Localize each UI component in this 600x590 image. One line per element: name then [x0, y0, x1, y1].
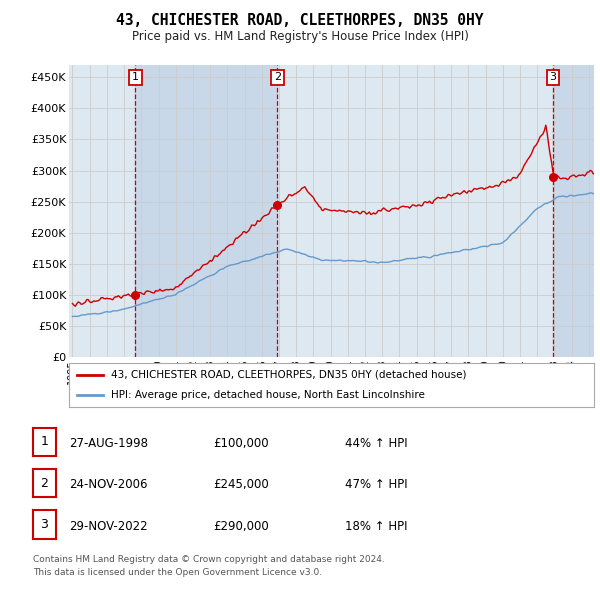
Text: 2: 2	[40, 477, 49, 490]
Text: 43, CHICHESTER ROAD, CLEETHORPES, DN35 0HY: 43, CHICHESTER ROAD, CLEETHORPES, DN35 0…	[116, 13, 484, 28]
Text: 1: 1	[132, 73, 139, 83]
Text: 47% ↑ HPI: 47% ↑ HPI	[345, 478, 407, 491]
Text: 2: 2	[274, 73, 281, 83]
Text: 3: 3	[40, 518, 49, 531]
Text: 29-NOV-2022: 29-NOV-2022	[69, 520, 148, 533]
Text: This data is licensed under the Open Government Licence v3.0.: This data is licensed under the Open Gov…	[33, 568, 322, 577]
Text: 44% ↑ HPI: 44% ↑ HPI	[345, 437, 407, 450]
Text: £245,000: £245,000	[213, 478, 269, 491]
Bar	[553, 65, 594, 357]
Text: £100,000: £100,000	[213, 437, 269, 450]
Text: 1: 1	[40, 435, 49, 448]
Text: 18% ↑ HPI: 18% ↑ HPI	[345, 520, 407, 533]
Bar	[135, 65, 277, 357]
Text: Contains HM Land Registry data © Crown copyright and database right 2024.: Contains HM Land Registry data © Crown c…	[33, 555, 385, 564]
Text: £290,000: £290,000	[213, 520, 269, 533]
Text: 24-NOV-2006: 24-NOV-2006	[69, 478, 148, 491]
Text: 43, CHICHESTER ROAD, CLEETHORPES, DN35 0HY (detached house): 43, CHICHESTER ROAD, CLEETHORPES, DN35 0…	[111, 370, 467, 380]
Text: HPI: Average price, detached house, North East Lincolnshire: HPI: Average price, detached house, Nort…	[111, 390, 425, 400]
Text: Price paid vs. HM Land Registry's House Price Index (HPI): Price paid vs. HM Land Registry's House …	[131, 30, 469, 43]
Text: 3: 3	[550, 73, 557, 83]
Text: 27-AUG-1998: 27-AUG-1998	[69, 437, 148, 450]
